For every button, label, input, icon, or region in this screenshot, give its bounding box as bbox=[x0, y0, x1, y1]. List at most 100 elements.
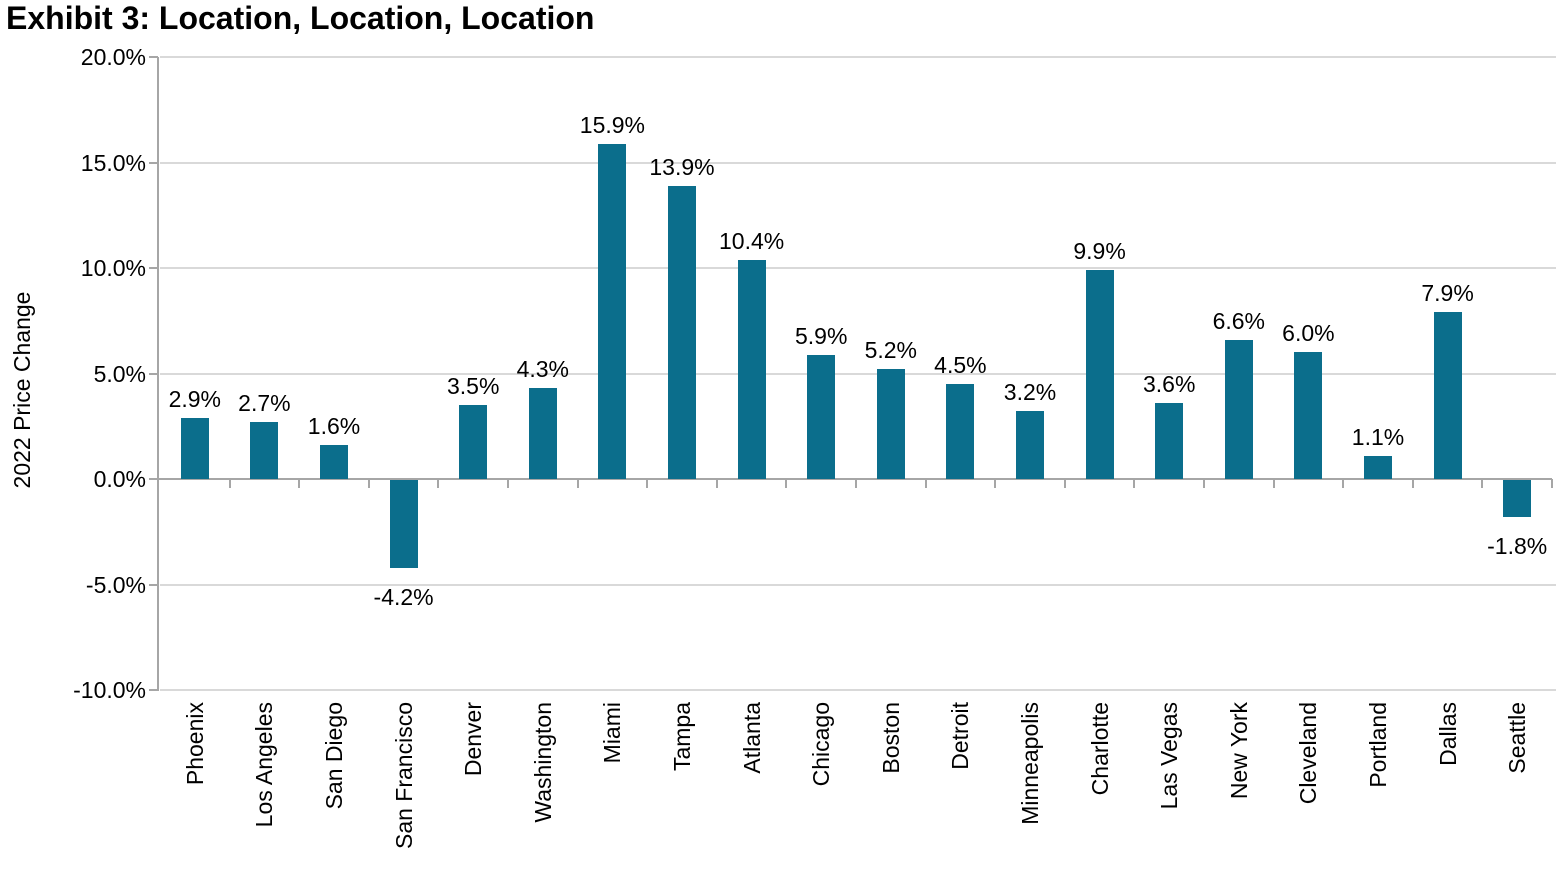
y-tick-label: 0.0% bbox=[93, 466, 146, 492]
y-tick-mark bbox=[149, 56, 158, 58]
y-axis-line bbox=[157, 57, 159, 691]
x-tick-mark bbox=[507, 479, 509, 488]
x-tick-mark bbox=[924, 479, 927, 488]
x-tick-mark bbox=[1063, 479, 1066, 488]
x-tick-mark bbox=[228, 479, 231, 488]
y-tick-label: 15.0% bbox=[80, 149, 146, 176]
bar-value-label: 1.6% bbox=[307, 413, 361, 440]
x-category-label: Seattle bbox=[1504, 702, 1531, 774]
x-category-label: San Francisco bbox=[390, 702, 417, 850]
x-tick-mark bbox=[715, 479, 718, 488]
x-tick-mark bbox=[994, 479, 997, 488]
x-tick-mark bbox=[1133, 479, 1136, 488]
bar-cleveland bbox=[1294, 352, 1323, 479]
bar-value-label: -1.8% bbox=[1487, 532, 1548, 559]
gridline bbox=[160, 56, 1556, 58]
bar-value-label: 6.0% bbox=[1282, 320, 1335, 347]
x-category-label: Detroit bbox=[947, 702, 974, 770]
x-category-label: Los Angeles bbox=[251, 702, 278, 828]
gridline bbox=[160, 161, 1556, 164]
y-tick-label: 5.0% bbox=[93, 360, 146, 387]
x-tick-mark bbox=[367, 479, 370, 488]
x-tick-mark bbox=[576, 479, 579, 488]
bar-value-label: 15.9% bbox=[579, 111, 645, 138]
y-tick-mark bbox=[149, 161, 158, 164]
gridline bbox=[160, 372, 1556, 375]
y-tick-label: -10.0% bbox=[73, 677, 146, 703]
x-category-label: Las Vegas bbox=[1156, 702, 1183, 810]
y-tick-mark bbox=[149, 267, 158, 269]
bar-value-label: 7.9% bbox=[1421, 280, 1474, 307]
y-tick-label: -5.0% bbox=[85, 571, 146, 598]
bar-value-label: 3.5% bbox=[446, 373, 500, 400]
bar-los-angeles bbox=[250, 422, 279, 479]
bar-san-diego bbox=[320, 445, 348, 479]
x-tick-mark bbox=[1411, 479, 1414, 488]
x-category-label: Washington bbox=[529, 702, 556, 823]
y-tick-mark bbox=[149, 583, 158, 586]
x-tick-mark bbox=[1481, 479, 1484, 488]
x-tick-mark bbox=[646, 479, 649, 488]
x-category-label: Phoenix bbox=[181, 702, 208, 786]
bar-phoenix bbox=[180, 417, 209, 479]
bar-value-label: 5.2% bbox=[864, 337, 918, 364]
bar-portland bbox=[1364, 455, 1392, 479]
bar-atlanta bbox=[737, 259, 766, 479]
y-tick-mark bbox=[149, 689, 158, 691]
x-category-label: Dallas bbox=[1434, 702, 1461, 766]
y-tick-mark bbox=[149, 372, 158, 375]
bar-detroit bbox=[946, 384, 975, 479]
bar-new-york bbox=[1224, 339, 1253, 479]
bar-denver bbox=[459, 405, 488, 479]
bar-charlotte bbox=[1085, 270, 1114, 479]
chart-title: Exhibit 3: Location, Location, Location bbox=[6, 0, 595, 36]
bar-washington bbox=[528, 388, 557, 479]
bar-value-label: 2.7% bbox=[238, 390, 291, 417]
x-category-label: Charlotte bbox=[1086, 702, 1113, 796]
x-category-label: Miami bbox=[599, 702, 626, 764]
bar-value-label: 9.9% bbox=[1073, 238, 1126, 265]
gridline bbox=[160, 689, 1556, 691]
x-category-label: Tampa bbox=[669, 702, 695, 772]
bar-value-label: 13.9% bbox=[649, 153, 715, 180]
x-category-label: Portland bbox=[1365, 702, 1391, 788]
y-tick-label: 20.0% bbox=[80, 44, 146, 70]
y-tick-label: 10.0% bbox=[80, 255, 146, 281]
bar-value-label: 6.6% bbox=[1212, 307, 1266, 334]
x-category-label: Chicago bbox=[808, 702, 835, 787]
bar-value-label: 3.2% bbox=[1003, 379, 1057, 406]
bar-value-label: 2.9% bbox=[168, 385, 222, 412]
x-tick-mark bbox=[1342, 479, 1345, 488]
x-tick-mark bbox=[1203, 479, 1205, 488]
bar-value-label: 4.5% bbox=[934, 352, 987, 379]
bar-chicago bbox=[807, 354, 836, 479]
x-axis-line bbox=[149, 478, 1552, 480]
x-category-label: Atlanta bbox=[738, 702, 765, 774]
x-category-label: San Diego bbox=[321, 702, 347, 810]
bar-boston bbox=[876, 369, 905, 479]
x-category-label: Denver bbox=[460, 702, 487, 777]
x-tick-mark bbox=[785, 479, 788, 488]
bar-las-vegas bbox=[1155, 403, 1184, 479]
bar-value-label: 3.6% bbox=[1142, 371, 1196, 398]
bar-tampa bbox=[668, 185, 696, 479]
bar-dallas bbox=[1433, 312, 1462, 479]
bar-value-label: -4.2% bbox=[373, 583, 434, 610]
bar-value-label: 4.3% bbox=[516, 356, 570, 383]
y-axis-title: 2022 Price Change bbox=[9, 291, 35, 489]
x-tick-mark bbox=[1551, 479, 1553, 488]
x-tick-mark bbox=[855, 479, 857, 488]
x-tick-mark bbox=[437, 479, 440, 488]
bar-miami bbox=[598, 143, 627, 479]
x-category-label: New York bbox=[1225, 702, 1252, 800]
bar-value-label: 1.1% bbox=[1351, 423, 1405, 450]
x-category-label: Boston bbox=[877, 702, 904, 774]
x-category-label: Cleveland bbox=[1295, 702, 1322, 805]
bar-value-label: 10.4% bbox=[718, 227, 785, 254]
x-category-label: Minneapolis bbox=[1017, 702, 1043, 825]
bar-seattle bbox=[1503, 480, 1532, 517]
gridline bbox=[160, 583, 1556, 586]
gridline bbox=[160, 267, 1556, 269]
bar-minneapolis bbox=[1016, 411, 1044, 479]
